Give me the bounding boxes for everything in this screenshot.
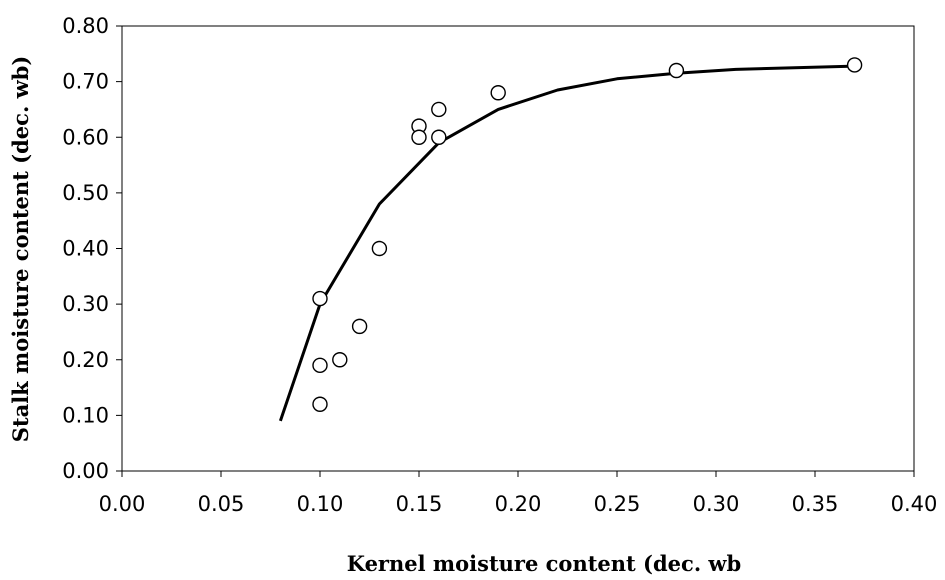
y-tick-label: 0.80 — [62, 14, 109, 38]
data-point — [431, 129, 447, 145]
x-tick-label: 0.15 — [396, 492, 443, 516]
y-tick-label: 0.50 — [62, 181, 109, 205]
y-axis-ticks: 0.00 0.10 0.20 0.30 0.40 0.50 0.60 0.70 0.80 — [62, 14, 122, 483]
data-point — [312, 290, 328, 307]
data-point — [490, 85, 506, 101]
y-tick-label: 0.40 — [62, 237, 109, 261]
data-point — [332, 352, 348, 368]
x-axis-title: Kernel moisture content (dec. wb — [347, 551, 741, 576]
data-point — [846, 57, 863, 73]
fitted-curve-line — [278, 64, 855, 422]
x-axis-ticks: 0.00 0.05 0.10 0.15 0.20 0.25 0.30 0.35 0.40 — [99, 471, 938, 516]
series-layer — [278, 57, 863, 422]
x-tick-label: 0.30 — [693, 492, 740, 516]
data-point — [351, 318, 368, 335]
data-point — [371, 240, 388, 257]
x-tick-label: 0.40 — [891, 492, 938, 516]
x-tick-label: 0.05 — [198, 492, 245, 516]
y-tick-label: 0.00 — [62, 459, 109, 483]
y-axis-title: Stalk moisture content (dec. wb) — [8, 56, 33, 443]
x-tick-label: 0.35 — [792, 492, 839, 516]
data-point — [312, 396, 328, 412]
data-point — [431, 101, 447, 118]
plot-area — [121, 25, 915, 472]
data-point — [668, 62, 685, 79]
x-tick-label: 0.20 — [495, 492, 542, 516]
data-point — [411, 129, 427, 145]
y-tick-label: 0.10 — [62, 403, 109, 427]
x-tick-label: 0.10 — [297, 492, 344, 516]
x-tick-label: 0.00 — [99, 492, 146, 516]
y-tick-label: 0.30 — [62, 292, 109, 316]
y-tick-label: 0.60 — [62, 125, 109, 149]
y-tick-label: 0.20 — [62, 348, 109, 372]
x-tick-label: 0.25 — [594, 492, 641, 516]
data-point — [312, 357, 328, 374]
y-tick-label: 0.70 — [62, 70, 109, 94]
